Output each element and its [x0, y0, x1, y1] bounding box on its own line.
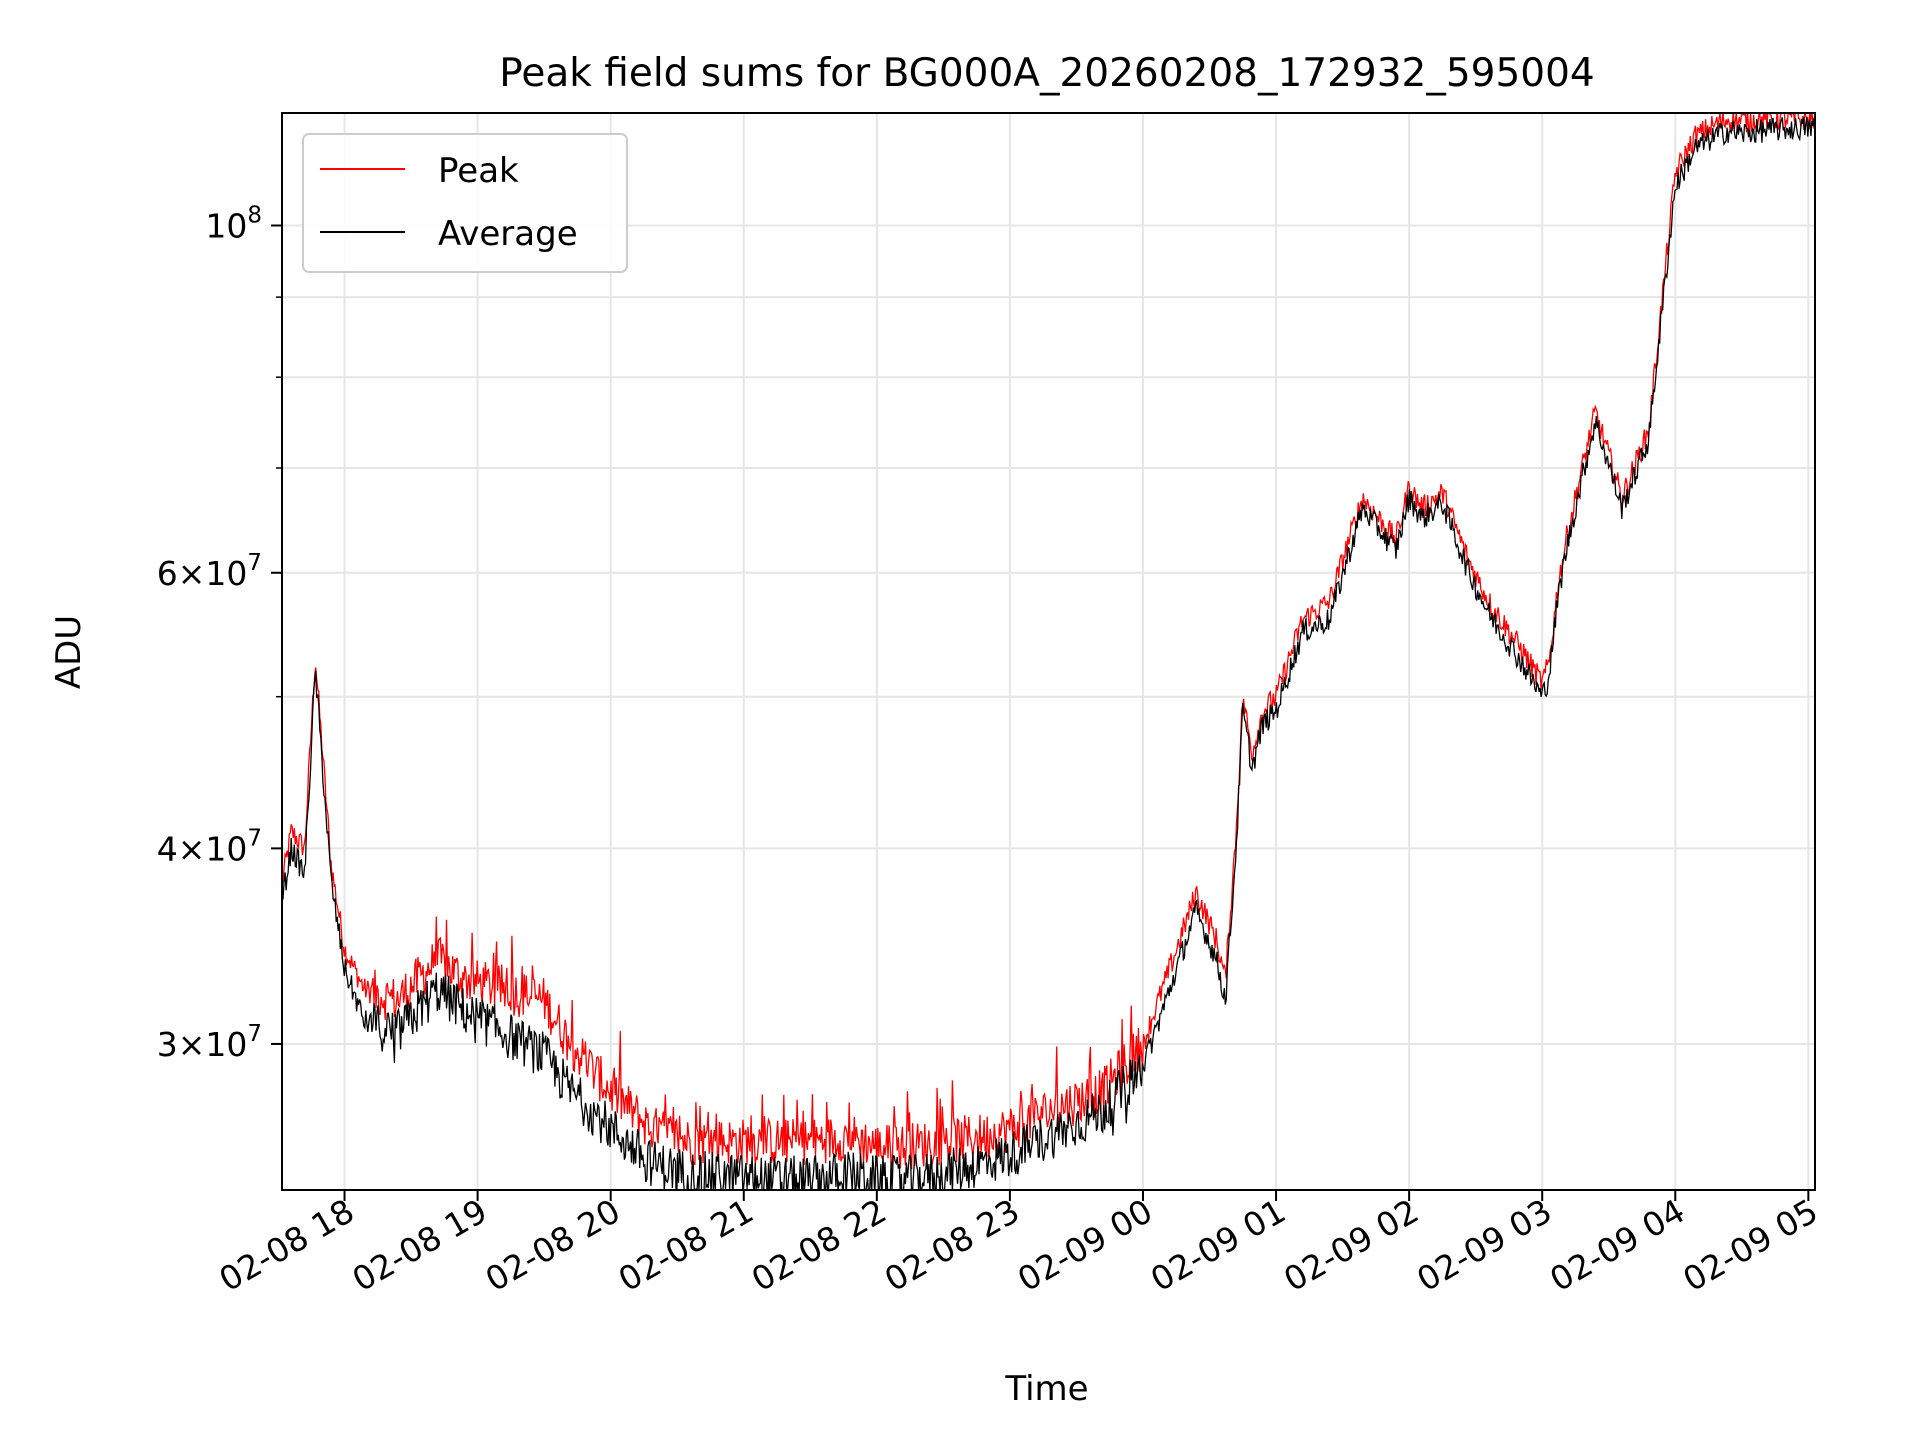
legend-average-label: Average — [438, 214, 578, 254]
y-tick-label: 108 — [205, 203, 262, 246]
y-axis-ticks: 3×107 4×107 6×107 108 — [157, 203, 282, 1064]
y-tick-label: 6×107 — [157, 550, 262, 593]
chart-title: Peak field sums for BG000A_20260208_1729… — [499, 51, 1595, 96]
plot-series — [282, 113, 1815, 1190]
y-axis-label: ADU — [49, 615, 89, 689]
series-line-average — [282, 117, 1815, 1190]
legend-peak-label: Peak — [438, 151, 519, 191]
x-axis-label: Time — [1004, 1369, 1088, 1409]
gridlines — [282, 113, 1815, 1190]
series-line-peak — [282, 113, 1815, 1170]
y-tick-label: 4×107 — [157, 825, 262, 868]
y-tick-label: 3×107 — [157, 1021, 262, 1064]
plot-frame — [281, 112, 1816, 1191]
legend: Peak Average — [302, 133, 628, 273]
